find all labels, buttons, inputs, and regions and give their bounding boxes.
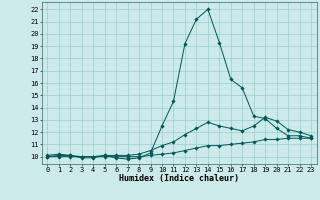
X-axis label: Humidex (Indice chaleur): Humidex (Indice chaleur) [119, 174, 239, 183]
